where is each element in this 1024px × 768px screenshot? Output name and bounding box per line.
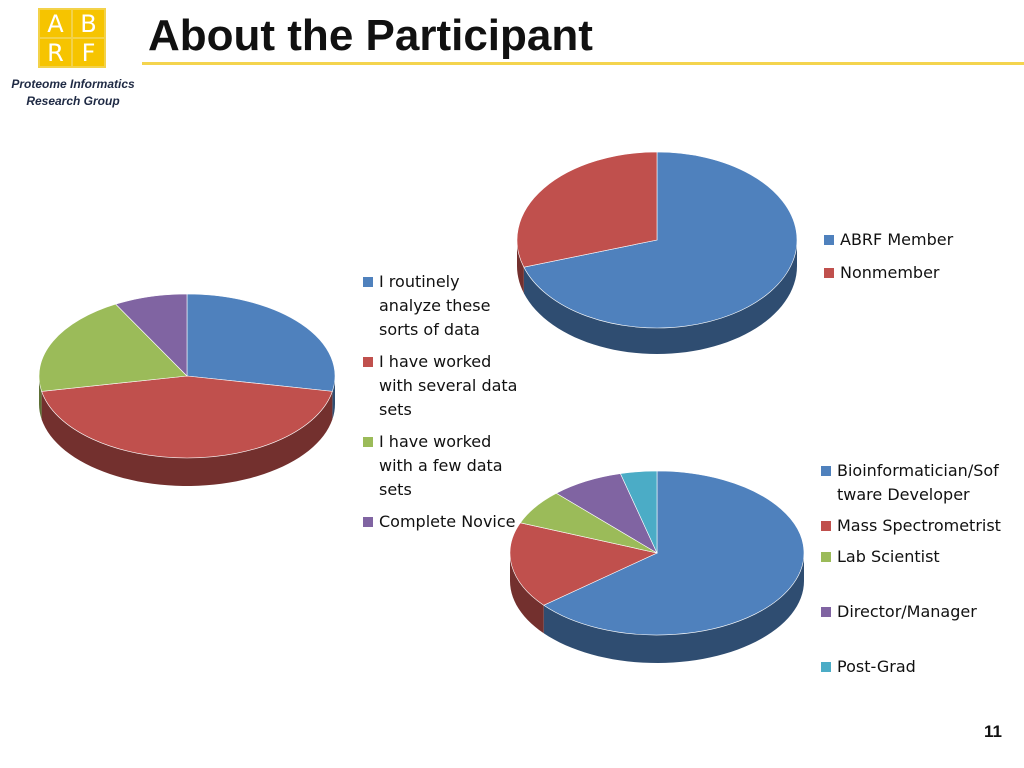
org-name: Proteome Informatics Research Group: [0, 76, 146, 110]
experience-legend: I routinely analyze these sorts of data I…: [363, 270, 523, 534]
title-underline: [142, 62, 1024, 65]
role-pie-side-1: [510, 553, 544, 634]
legend-label: I have worked with a few data sets: [379, 432, 503, 499]
legend-swatch: [821, 552, 831, 562]
role-legend: Bioinformatician/Software Developer Mass …: [821, 459, 1001, 679]
legend-swatch: [821, 607, 831, 617]
legend-swatch: [824, 268, 834, 278]
legend-item: Mass Spectrometrist: [821, 514, 1001, 538]
legend-swatch: [363, 277, 373, 287]
legend-swatch: [363, 517, 373, 527]
membership-pie-side-1: [517, 240, 524, 294]
legend-swatch: [363, 437, 373, 447]
membership-pie-sides: [517, 240, 797, 354]
page-number: 11: [984, 722, 1002, 741]
experience-pie: [38, 293, 336, 486]
legend-item: Nonmember: [824, 261, 994, 285]
legend-item: Director/Manager: [821, 600, 1001, 624]
legend-item: Post-Grad: [821, 655, 1001, 679]
legend-item: I have worked with a few data sets: [363, 430, 523, 502]
experience-pie-slice-1: [41, 375, 333, 459]
legend-label: Mass Spectrometrist: [837, 516, 1001, 535]
experience-pie-slice-3: [115, 293, 188, 377]
legend-label: Post-Grad: [837, 657, 916, 676]
legend-label: Lab Scientist: [837, 547, 940, 566]
membership-pie: [516, 151, 798, 354]
role-pie-side-0: [543, 553, 804, 663]
legend-label: Nonmember: [840, 263, 940, 282]
experience-pie-side-1: [41, 391, 333, 486]
logo-letter-b: B: [73, 10, 104, 37]
membership-pie-slice-1: [516, 151, 658, 268]
logo-letter-a: A: [40, 10, 71, 37]
legend-swatch: [363, 357, 373, 367]
legend-swatch: [821, 466, 831, 476]
org-name-line1: Proteome Informatics: [11, 77, 135, 91]
experience-pie-side-2: [39, 376, 42, 420]
logo-letter-f: F: [73, 39, 104, 66]
experience-pie-slice-0: [186, 293, 336, 392]
legend-item: Lab Scientist: [821, 545, 1001, 569]
legend-label: Bioinformatician/Software Developer: [837, 461, 999, 504]
experience-pie-slice-2: [38, 303, 188, 392]
org-name-line2: Research Group: [26, 94, 120, 108]
legend-swatch: [824, 235, 834, 245]
role-pie-slice-1: [509, 522, 658, 606]
legend-item: Bioinformatician/Software Developer: [821, 459, 1001, 507]
experience-pie-side-0: [332, 376, 335, 420]
legend-swatch: [821, 521, 831, 531]
role-pie-slice-0: [543, 470, 805, 636]
legend-label: I routinely analyze these sorts of data: [379, 272, 491, 339]
membership-legend: ABRF Member Nonmember: [824, 228, 994, 285]
legend-label: Complete Novice: [379, 512, 516, 531]
membership-pie-side-0: [523, 240, 797, 354]
role-pie-sides: [510, 553, 804, 663]
legend-label: ABRF Member: [840, 230, 954, 249]
membership-pie-slice-0: [523, 151, 798, 329]
slide-title: About the Participant: [148, 11, 593, 60]
abrf-logo: A B R F: [38, 8, 106, 68]
legend-item: I have worked with several data sets: [363, 350, 523, 422]
legend-label: I have worked with several data sets: [379, 352, 518, 419]
legend-swatch: [821, 662, 831, 672]
legend-item: ABRF Member: [824, 228, 994, 252]
logo-letter-r: R: [40, 39, 71, 66]
legend-item: Complete Novice: [363, 510, 523, 534]
legend-item: I routinely analyze these sorts of data: [363, 270, 523, 342]
legend-label: Director/Manager: [837, 602, 977, 621]
experience-pie-sides: [39, 376, 335, 486]
role-pie-slice-4: [619, 470, 658, 554]
role-pie: [509, 470, 805, 663]
